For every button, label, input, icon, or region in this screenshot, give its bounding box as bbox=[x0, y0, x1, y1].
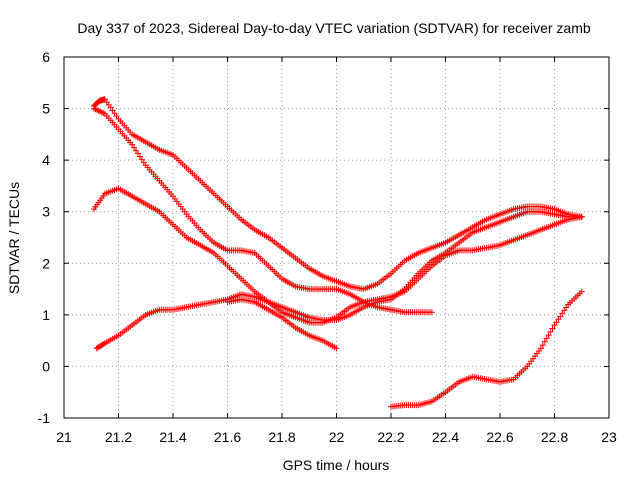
data-point bbox=[578, 213, 585, 220]
y-axis-label: SDTVAR / TECUs bbox=[6, 182, 22, 294]
data-points bbox=[90, 96, 585, 410]
x-tick-labels: 21 21.2 21.4 21.6 21.8 22 22.2 22.4 22.6 22.8 23 bbox=[56, 429, 617, 445]
y-tick-label: 5 bbox=[42, 101, 50, 117]
series-track-f bbox=[388, 288, 585, 410]
data-point bbox=[539, 342, 546, 349]
data-point bbox=[547, 328, 554, 335]
data-point bbox=[537, 345, 544, 352]
series-track-a bbox=[90, 96, 585, 293]
series-track-e bbox=[224, 296, 340, 352]
data-point bbox=[578, 288, 585, 295]
y-tick-labels: -1 0 1 2 3 4 5 6 bbox=[38, 49, 51, 426]
y-tick-label: 6 bbox=[42, 49, 50, 65]
x-tick-label: 21.8 bbox=[268, 429, 295, 445]
data-point bbox=[541, 338, 548, 345]
x-tick-label: 22.8 bbox=[541, 429, 568, 445]
data-point bbox=[333, 345, 340, 352]
x-axis-label: GPS time / hours bbox=[283, 457, 390, 473]
y-tick-label: 3 bbox=[42, 204, 50, 220]
y-tick-label: 1 bbox=[42, 307, 50, 323]
data-point bbox=[549, 325, 556, 332]
series-track-b bbox=[90, 105, 435, 316]
y-tick-label: -1 bbox=[38, 410, 51, 426]
data-point bbox=[100, 340, 107, 347]
x-tick-label: 21.2 bbox=[105, 429, 132, 445]
data-point bbox=[543, 335, 550, 342]
x-tick-label: 22 bbox=[329, 429, 345, 445]
axis-ticks bbox=[63, 56, 610, 419]
x-tick-label: 23 bbox=[601, 429, 617, 445]
data-point bbox=[428, 309, 435, 316]
x-tick-label: 21.6 bbox=[214, 429, 241, 445]
x-tick-label: 22.4 bbox=[432, 429, 459, 445]
x-tick-label: 22.2 bbox=[377, 429, 404, 445]
series-track-d bbox=[93, 208, 585, 352]
data-point bbox=[545, 332, 552, 339]
chart-title: Day 337 of 2023, Sidereal Day-to-day VTE… bbox=[77, 20, 590, 36]
y-tick-label: 4 bbox=[42, 152, 50, 168]
y-tick-label: 2 bbox=[42, 255, 50, 271]
x-tick-label: 21.4 bbox=[159, 429, 186, 445]
series-track-c bbox=[90, 185, 585, 326]
x-tick-label: 21 bbox=[56, 429, 72, 445]
y-tick-label: 0 bbox=[42, 358, 50, 374]
x-tick-label: 22.6 bbox=[486, 429, 513, 445]
